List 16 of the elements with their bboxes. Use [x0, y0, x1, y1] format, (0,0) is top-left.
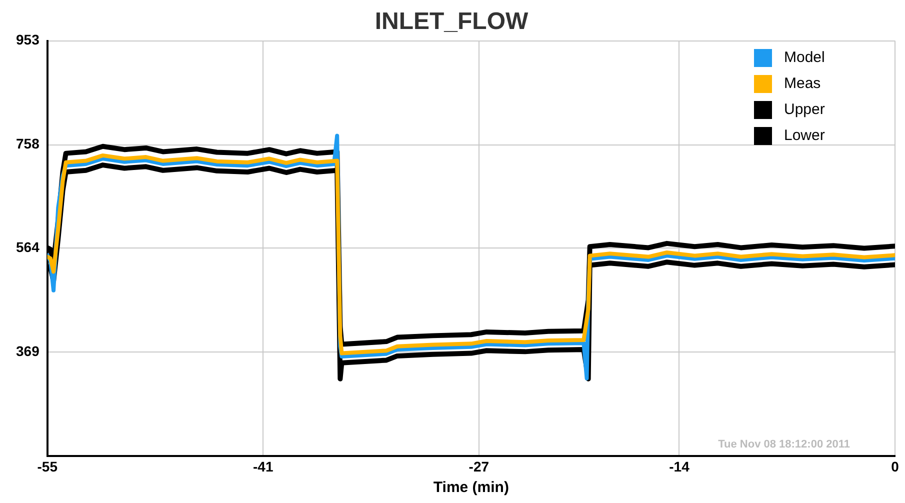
y-tick-label: 953	[16, 32, 40, 48]
legend-label: Upper	[784, 101, 825, 118]
annotation: Tue Nov 08 18:12:00 2011	[718, 438, 850, 451]
x-tick-label: -14	[669, 458, 690, 474]
y-tick-label: 369	[16, 343, 40, 360]
y-tick-label: 564	[16, 239, 40, 256]
x-tick-label: -55	[37, 458, 58, 474]
y-tick-label: 758	[16, 136, 40, 152]
x-tick-label: -27	[468, 458, 490, 474]
legend-label: Lower	[784, 127, 825, 144]
x-tick-label: 0	[891, 458, 900, 474]
legend-label: Model	[784, 49, 825, 66]
legend-label: Meas	[784, 75, 821, 92]
x-tick-label: -41	[253, 458, 274, 474]
x-axis-title: Time (min)	[433, 479, 509, 496]
chart-title: INLET_FLOW	[374, 8, 528, 36]
